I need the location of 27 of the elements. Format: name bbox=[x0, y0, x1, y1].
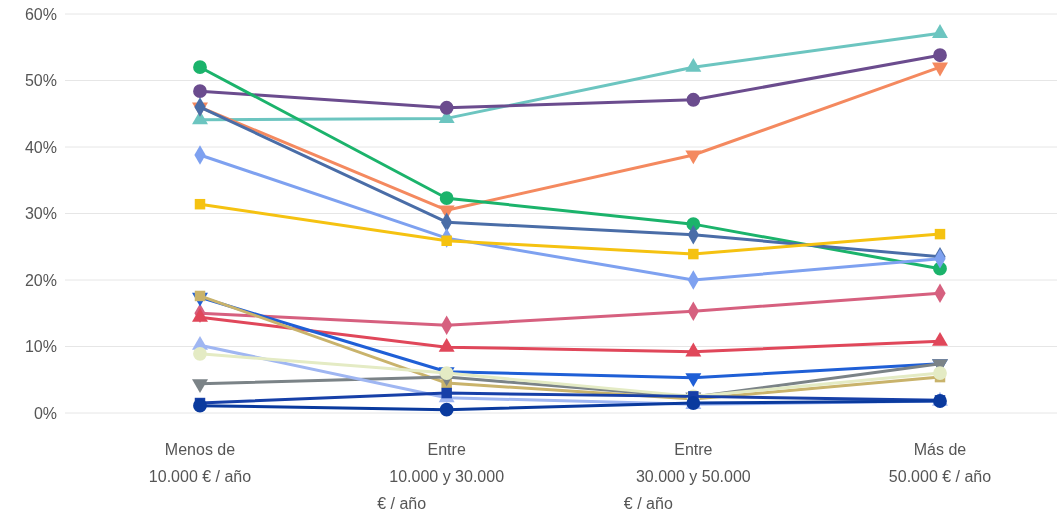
point bbox=[441, 235, 452, 247]
x-tick-label: Menos de 10.000 € / año bbox=[148, 441, 252, 485]
y-tick-label: 50% bbox=[24, 72, 57, 90]
point bbox=[933, 366, 947, 380]
point bbox=[688, 248, 699, 260]
y-tick-label: 40% bbox=[24, 138, 57, 156]
y-tick-label: 20% bbox=[24, 271, 57, 289]
point bbox=[193, 398, 207, 413]
point bbox=[439, 191, 454, 206]
point bbox=[933, 48, 947, 63]
y-tick-label: 30% bbox=[24, 205, 57, 223]
point bbox=[193, 84, 207, 99]
y-tick-label: 0% bbox=[33, 404, 57, 422]
point bbox=[193, 60, 207, 75]
point bbox=[934, 228, 946, 240]
point bbox=[194, 198, 206, 210]
point bbox=[439, 100, 454, 115]
point bbox=[439, 402, 454, 417]
point bbox=[194, 290, 206, 302]
x-tick-label: Entre 10.000 y 30.000 € / año bbox=[377, 441, 505, 512]
point bbox=[441, 387, 452, 399]
y-tick-label: 60% bbox=[24, 5, 57, 23]
y-tick-label: 10% bbox=[24, 338, 57, 356]
point bbox=[193, 346, 207, 361]
x-tick-label: Entre 30.000 y 50.000 € / año bbox=[623, 441, 751, 512]
point bbox=[686, 92, 701, 107]
x-tick-label: Más de 50.000 € / año bbox=[888, 441, 992, 485]
